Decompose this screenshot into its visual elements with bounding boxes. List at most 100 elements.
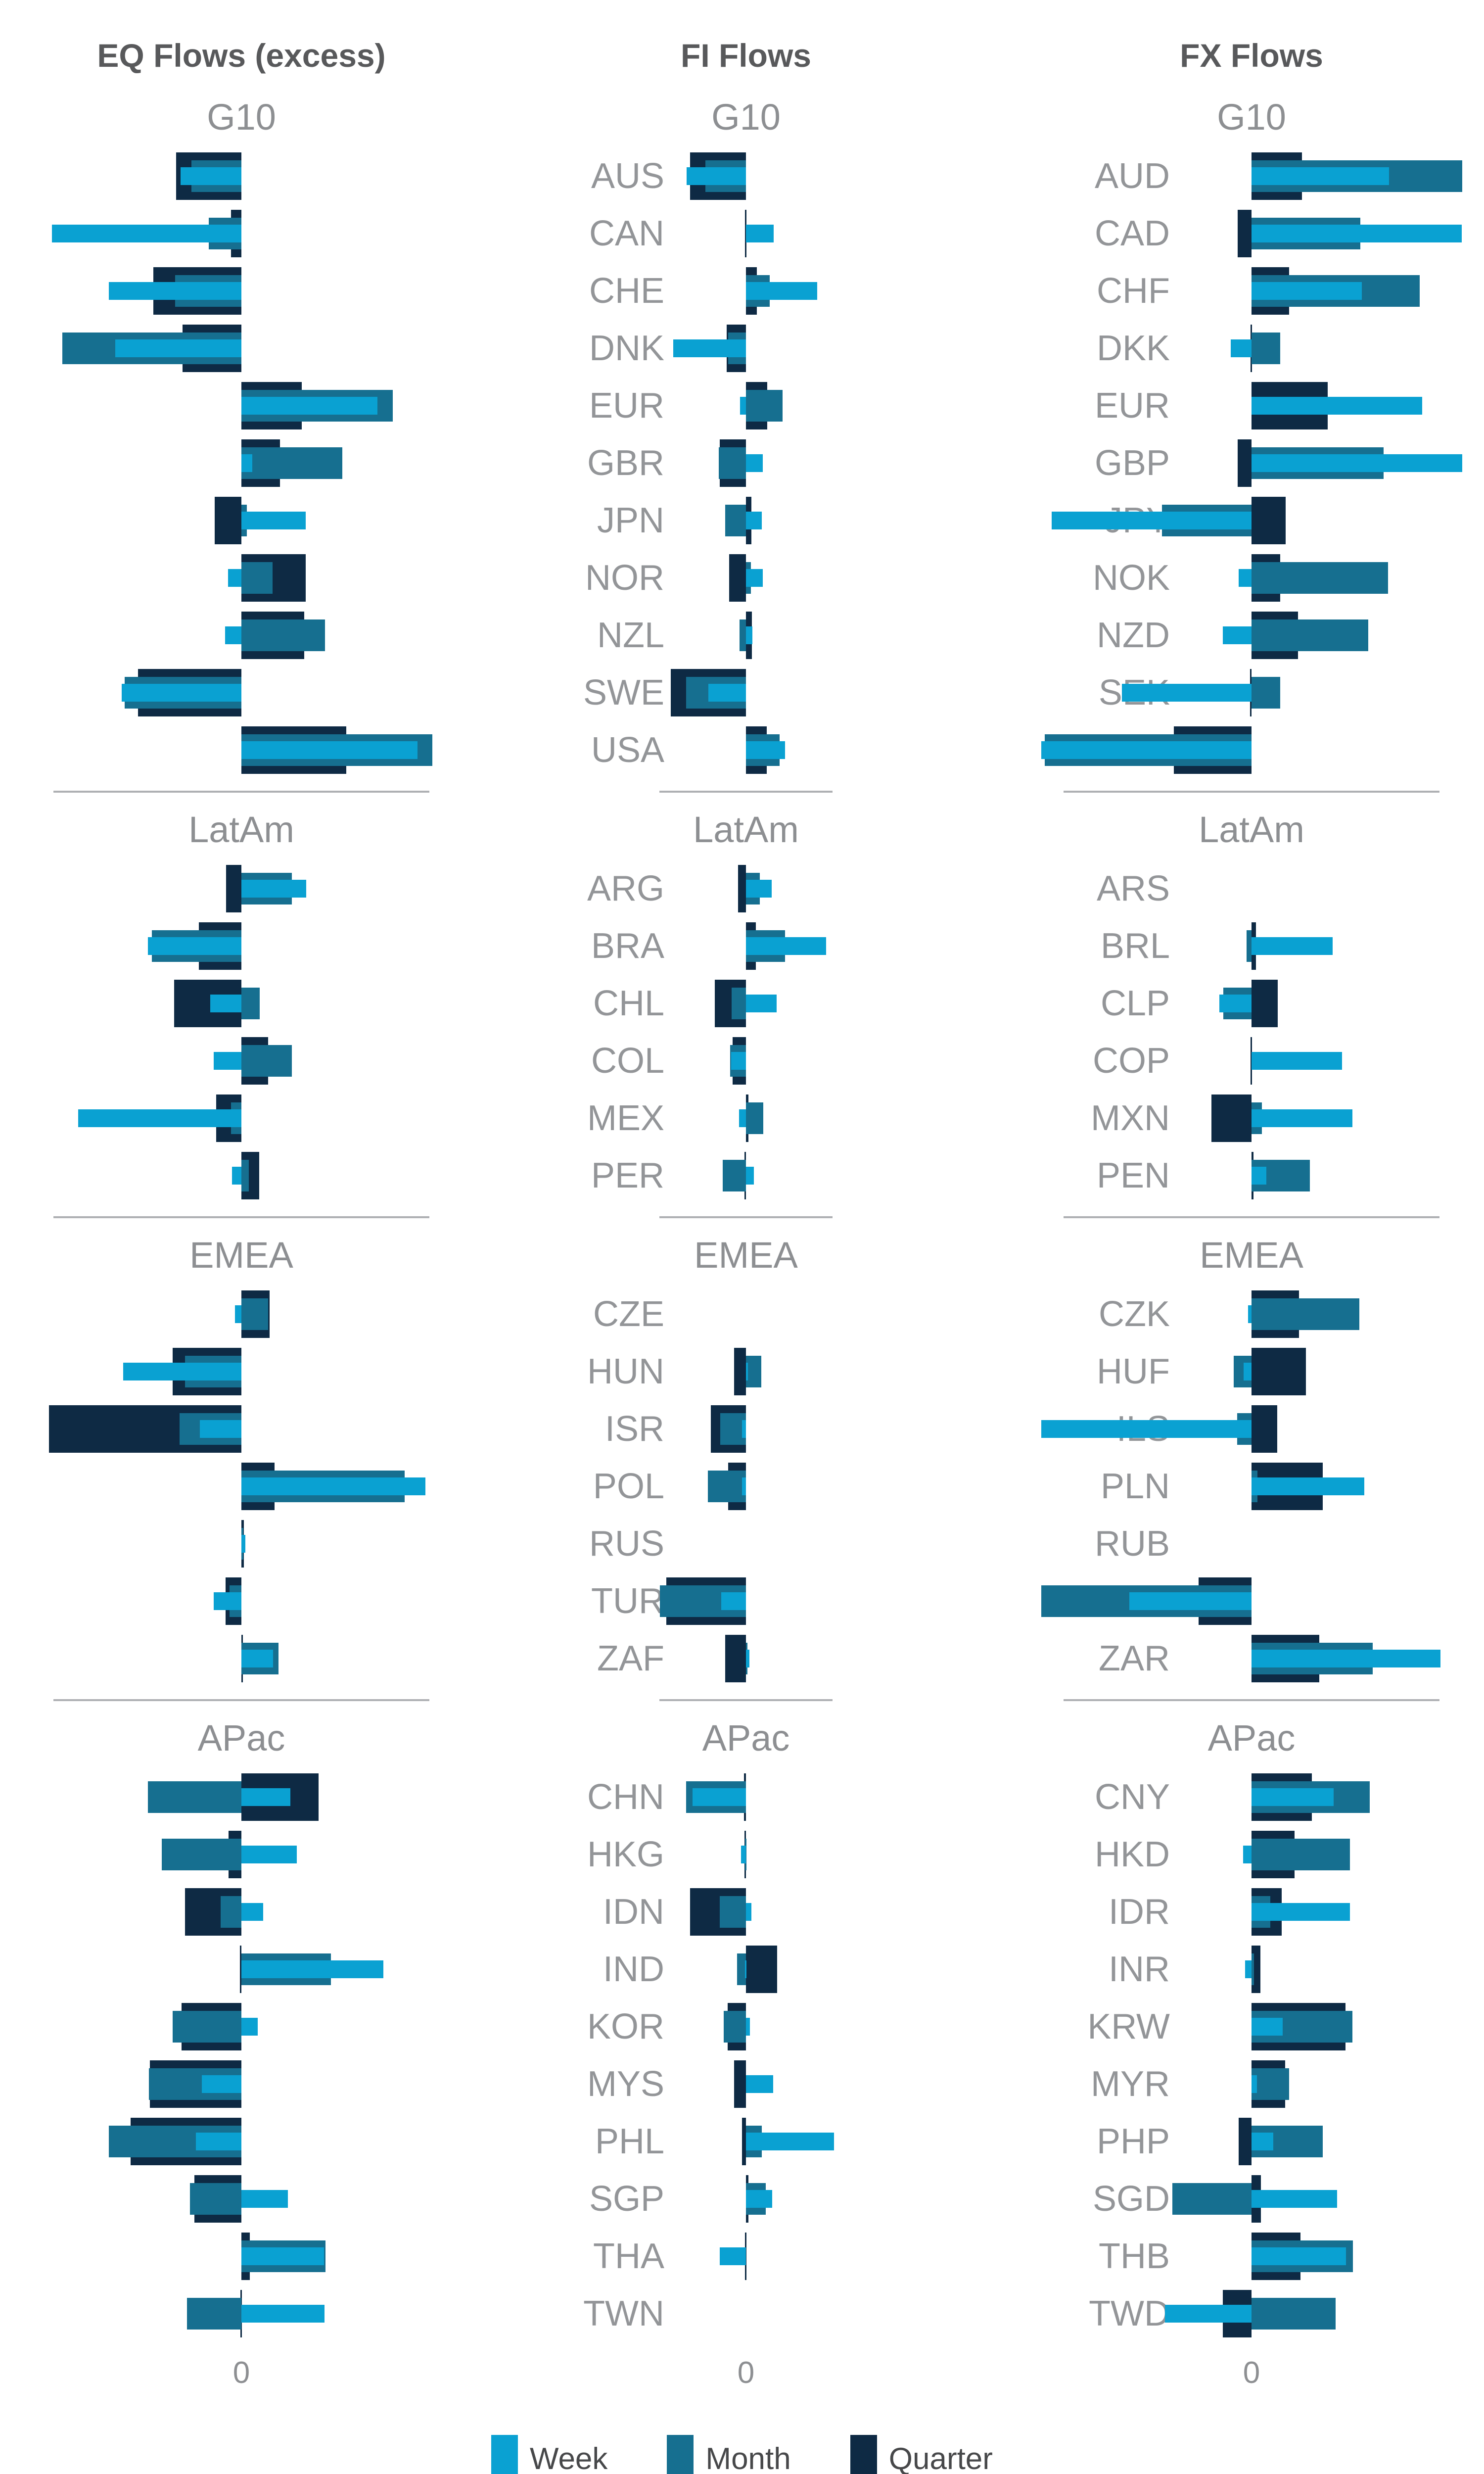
row-label-bra: BRA: [591, 926, 664, 966]
section-header-g10: G10: [207, 96, 276, 138]
bar-week: [721, 1592, 746, 1610]
row-label-php: PHP: [1096, 2122, 1170, 2161]
row-label-chn: CHN: [587, 1777, 664, 1817]
row-label-gbr: GBR: [587, 443, 664, 483]
chart-row: AUD: [989, 147, 1484, 205]
row-label-brl: BRL: [1100, 926, 1170, 966]
chart-row: ILS: [989, 1400, 1484, 1458]
bar-week: [1244, 1363, 1252, 1380]
bar-month: [1252, 1953, 1254, 1985]
chart-row: DNK: [495, 320, 989, 377]
bar-week: [742, 1420, 746, 1438]
x-axis-tick-wrap: 0: [989, 2342, 1484, 2417]
chart-row: [0, 917, 495, 975]
row-label-hkd: HKD: [1094, 1835, 1170, 1874]
chart-row: GBR: [495, 434, 989, 492]
bar-week: [1252, 167, 1389, 185]
bar-month: [746, 390, 783, 422]
row-label-clp: CLP: [1100, 984, 1170, 1023]
bar-month: [737, 1953, 746, 1985]
chart-row: SGD: [989, 2170, 1484, 2228]
chart-row: TRY: [989, 1572, 1484, 1630]
chart-row: USA: [495, 721, 989, 779]
chart-row: [0, 607, 495, 664]
chart-row: POL: [495, 1458, 989, 1515]
bar-quarter: [1238, 210, 1252, 257]
bar-month: [708, 1471, 746, 1502]
bar-week: [232, 1167, 241, 1185]
row-label-isr: ISR: [604, 1409, 664, 1449]
section-divider: [53, 791, 429, 793]
chart-column-fx: FX Flows G10 AUD CAD CHF DKK EUR GBP JPY NOK NZD SE…: [989, 18, 1484, 2417]
section-divider-wrap: [0, 1204, 495, 1230]
bar-month: [720, 1413, 746, 1445]
row-label-mxn: MXN: [1091, 1098, 1170, 1138]
row-label-krw: KRW: [1087, 2007, 1170, 2046]
bar-week: [746, 225, 774, 242]
bar-week: [196, 2133, 241, 2150]
chart-row: [0, 320, 495, 377]
bar-month: [1252, 1298, 1359, 1330]
bar-quarter: [226, 865, 241, 912]
bar-month: [740, 619, 746, 651]
bar-month: [241, 1298, 268, 1330]
bar-quarter: [742, 2118, 746, 2165]
section-header-wrap: APac: [495, 1713, 989, 1768]
column-title-wrap: EQ Flows (excess): [0, 18, 495, 92]
section-header-wrap: LatAm: [495, 805, 989, 860]
chart-row: CZE: [495, 1285, 989, 1343]
bar-week: [708, 684, 746, 702]
row-label-pol: POL: [593, 1467, 664, 1506]
chart-row: [0, 2170, 495, 2228]
chart-row: THA: [495, 2228, 989, 2285]
row-label-nok: NOK: [1092, 558, 1170, 598]
bar-week: [1245, 1960, 1252, 1978]
bar-month: [1252, 333, 1280, 364]
row-label-arg: ARG: [587, 869, 664, 908]
bar-week: [746, 454, 763, 472]
section-header-emea: EMEA: [1200, 1235, 1303, 1276]
chart-row: [0, 1941, 495, 1998]
bar-week: [746, 512, 762, 529]
bar-week: [1223, 626, 1252, 644]
section-divider: [53, 1216, 429, 1218]
row-label-nzd: NZD: [1097, 616, 1170, 655]
chart-row: [0, 1090, 495, 1147]
section-header-wrap: G10: [0, 92, 495, 147]
legend-label-quarter: Quarter: [888, 2441, 993, 2474]
chart-row: PHL: [495, 2113, 989, 2170]
chart-row: JPN: [495, 492, 989, 549]
bar-week: [1122, 684, 1252, 702]
chart-row: [0, 2228, 495, 2285]
section-divider-wrap: [0, 1687, 495, 1713]
bar-week: [1231, 339, 1252, 357]
chart-row: CNY: [989, 1768, 1484, 1826]
bar-month: [241, 447, 342, 479]
bar-week: [1252, 1650, 1440, 1667]
chart-row: [0, 1515, 495, 1572]
bar-week: [1252, 1052, 1342, 1070]
column-title: FI Flows: [681, 37, 811, 74]
section-divider-wrap: [989, 1204, 1484, 1230]
bar-week: [1252, 2190, 1337, 2208]
chart-row: MYS: [495, 2055, 989, 2113]
bar-week: [241, 2190, 288, 2208]
x-axis-tick-wrap: 0: [495, 2342, 989, 2417]
bar-week: [1252, 2247, 1346, 2265]
chart-row: CHE: [495, 262, 989, 320]
bar-month: [720, 1896, 746, 1928]
chart-row: [0, 377, 495, 434]
chart-row: AUS: [495, 147, 989, 205]
bar-month: [241, 562, 273, 594]
chart-row: [0, 205, 495, 262]
bar-week: [241, 397, 377, 415]
row-label-inr: INR: [1109, 1950, 1170, 1989]
chart-row: HUF: [989, 1343, 1484, 1400]
bar-quarter: [745, 210, 746, 257]
row-label-tha: THA: [593, 2236, 664, 2276]
row-label-hkg: HKG: [587, 1835, 664, 1874]
bar-week: [1252, 1477, 1364, 1495]
chart-row: TUR: [495, 1572, 989, 1630]
bar-week: [1252, 454, 1462, 472]
row-label-huf: HUF: [1097, 1352, 1170, 1391]
